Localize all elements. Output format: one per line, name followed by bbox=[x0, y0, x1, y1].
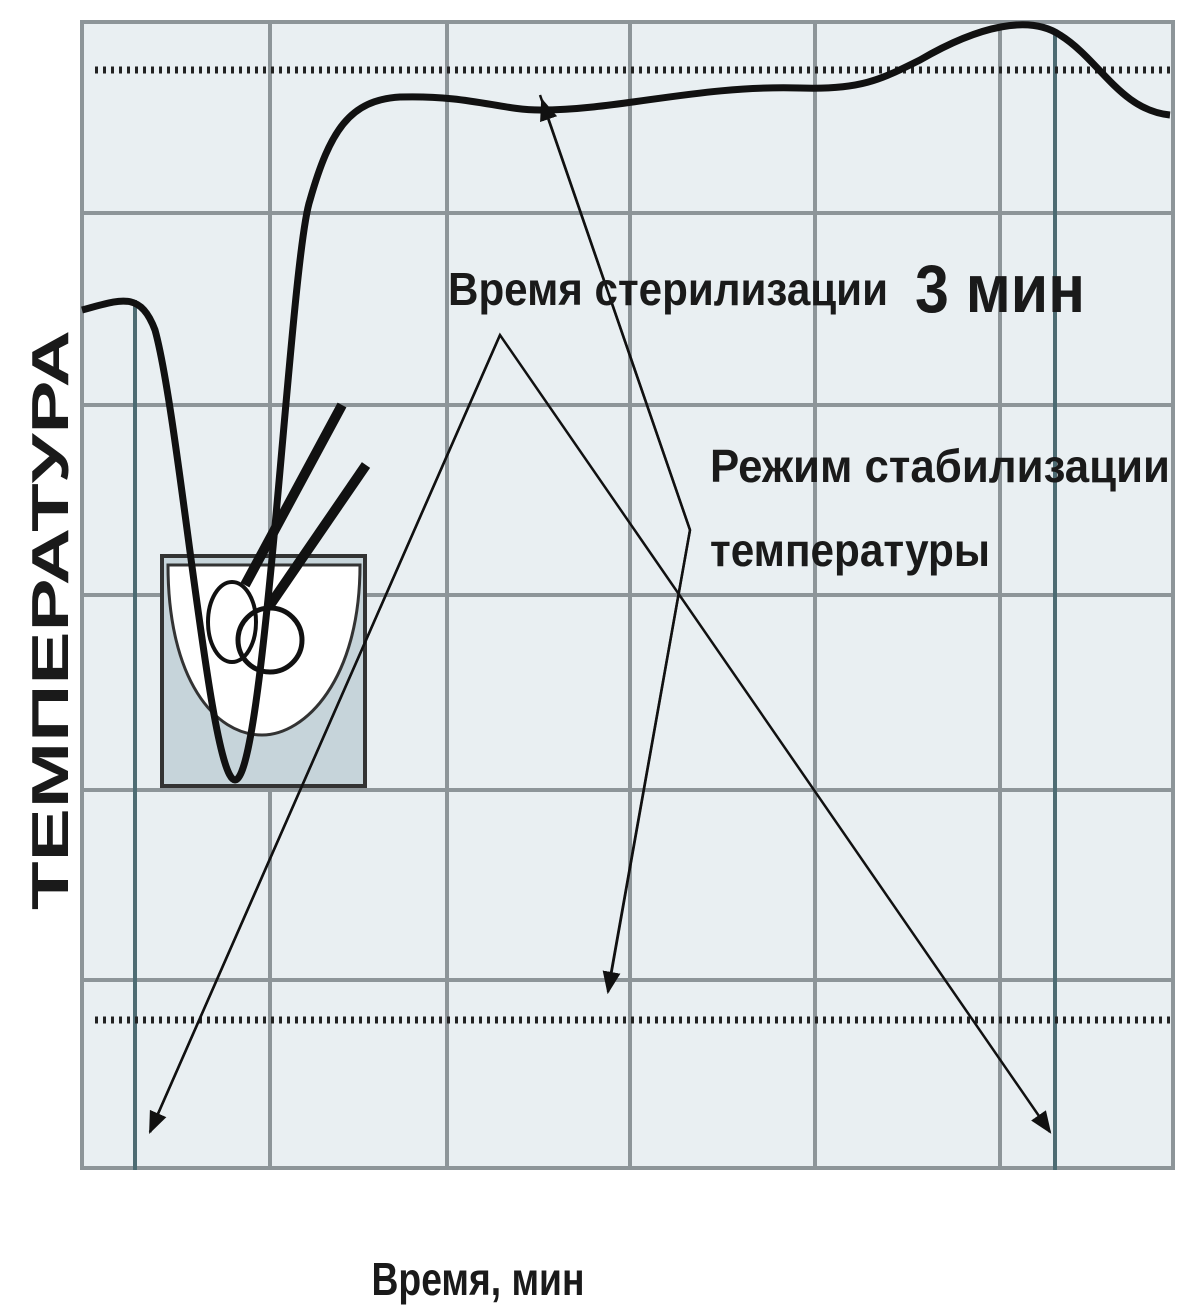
annotation-emphasis: 3 мин bbox=[915, 251, 1085, 327]
annotation-line: температуры bbox=[710, 524, 990, 576]
diagram: Время стерилизации 3 мин Режим стабилиза… bbox=[0, 0, 1186, 1306]
annotation-text: Время стерилизации bbox=[448, 263, 888, 315]
y-axis-label: ТЕМПЕРАТУРА bbox=[22, 330, 80, 910]
x-axis-label: Время, мин bbox=[372, 1253, 585, 1305]
annotation-line: Режим стабилизации bbox=[710, 440, 1170, 492]
